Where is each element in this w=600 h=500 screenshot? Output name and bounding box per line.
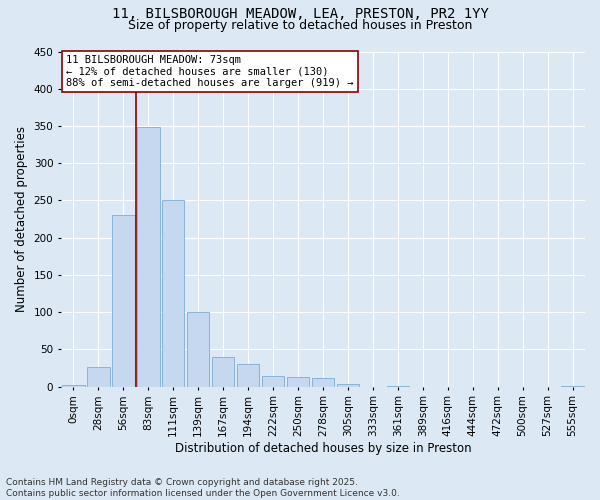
Bar xyxy=(337,384,359,386)
Bar xyxy=(62,385,85,386)
Bar xyxy=(162,200,184,386)
Bar xyxy=(187,312,209,386)
Bar xyxy=(262,376,284,386)
X-axis label: Distribution of detached houses by size in Preston: Distribution of detached houses by size … xyxy=(175,442,471,455)
Bar xyxy=(87,368,110,386)
Text: Contains HM Land Registry data © Crown copyright and database right 2025.
Contai: Contains HM Land Registry data © Crown c… xyxy=(6,478,400,498)
Text: 11 BILSBOROUGH MEADOW: 73sqm
← 12% of detached houses are smaller (130)
88% of s: 11 BILSBOROUGH MEADOW: 73sqm ← 12% of de… xyxy=(66,55,353,88)
Bar xyxy=(287,377,309,386)
Bar xyxy=(237,364,259,386)
Bar xyxy=(137,128,160,386)
Text: Size of property relative to detached houses in Preston: Size of property relative to detached ho… xyxy=(128,18,472,32)
Bar xyxy=(112,216,134,386)
Y-axis label: Number of detached properties: Number of detached properties xyxy=(15,126,28,312)
Bar xyxy=(312,378,334,386)
Bar xyxy=(212,357,235,386)
Text: 11, BILSBOROUGH MEADOW, LEA, PRESTON, PR2 1YY: 11, BILSBOROUGH MEADOW, LEA, PRESTON, PR… xyxy=(112,8,488,22)
